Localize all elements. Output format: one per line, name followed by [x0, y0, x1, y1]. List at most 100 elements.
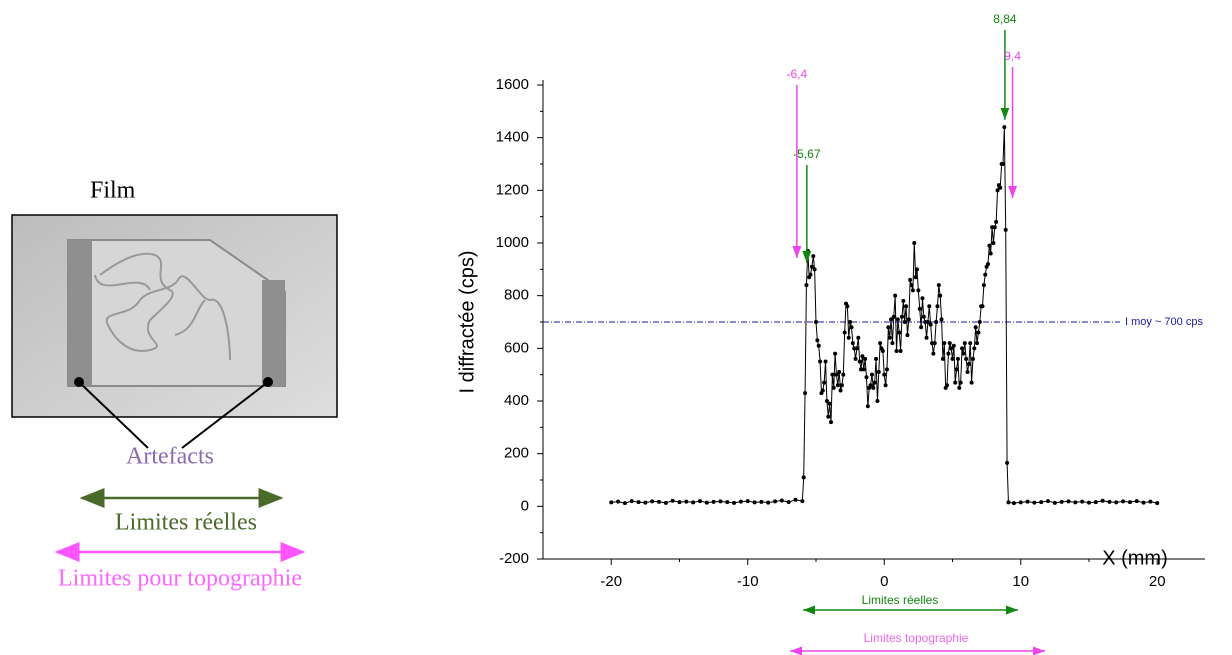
- range-label: Limites topographie: [864, 631, 969, 645]
- data-point: [827, 401, 832, 406]
- data-point: [905, 333, 910, 338]
- data-point: [992, 225, 997, 230]
- data-point: [977, 320, 982, 324]
- data-point: [1093, 500, 1098, 505]
- data-point: [876, 370, 881, 375]
- data-point: [912, 241, 917, 245]
- data-point: [946, 351, 951, 356]
- data-point: [1121, 499, 1126, 504]
- data-point: [966, 362, 971, 367]
- data-point: [980, 304, 985, 309]
- data-point: [1066, 499, 1071, 504]
- data-point: [1002, 125, 1007, 130]
- data-point: [861, 367, 866, 372]
- x-tick-label: 0: [880, 573, 888, 590]
- data-point: [909, 283, 914, 288]
- data-point: [994, 219, 999, 224]
- data-point: [833, 351, 838, 356]
- data-point: [880, 348, 885, 353]
- data-point: [955, 356, 960, 361]
- data-point: [842, 330, 847, 335]
- y-tick-label: 0: [521, 497, 529, 514]
- x-tick-label: 20: [1149, 573, 1166, 590]
- data-point: [779, 498, 784, 503]
- data-point: [804, 283, 809, 288]
- data-point: [995, 188, 1000, 193]
- data-point: [985, 262, 990, 267]
- data-point: [815, 338, 820, 343]
- range-label: Limites réelles: [862, 593, 939, 607]
- data-point: [949, 346, 954, 351]
- data-point: [860, 354, 865, 359]
- data-line: [611, 127, 1158, 504]
- artefact-bar: [68, 240, 92, 386]
- y-tick-label: -200: [499, 550, 529, 567]
- data-point: [924, 335, 929, 340]
- data-point: [846, 335, 851, 340]
- data-point: [650, 499, 655, 504]
- data-point: [964, 356, 969, 361]
- data-point: [818, 359, 823, 364]
- data-point: [820, 388, 825, 393]
- data-point: [663, 500, 668, 505]
- data-point: [951, 343, 956, 348]
- data-point: [953, 380, 958, 385]
- annotation-label: -5,67: [793, 147, 821, 161]
- data-point: [998, 185, 1003, 190]
- data-point: [902, 320, 907, 324]
- data-point: [925, 320, 930, 324]
- data-point: [936, 283, 941, 288]
- data-point: [988, 251, 993, 256]
- data-point: [801, 475, 806, 480]
- film-title: Film: [90, 178, 136, 204]
- data-point: [816, 343, 821, 348]
- data-point: [960, 346, 965, 351]
- data-point: [786, 500, 791, 505]
- data-point: [848, 320, 853, 324]
- data-point: [1080, 499, 1085, 504]
- data-point: [849, 325, 854, 330]
- data-point: [636, 500, 641, 505]
- data-point: [916, 288, 921, 293]
- data-point: [835, 383, 840, 388]
- data-point: [865, 404, 870, 409]
- data-point: [882, 372, 887, 377]
- data-point: [718, 499, 723, 504]
- data-point: [811, 254, 816, 259]
- data-point: [616, 499, 621, 504]
- data-point: [919, 325, 924, 330]
- annotation-label: -6,4: [787, 67, 808, 81]
- data-point: [1148, 499, 1153, 504]
- data-point: [934, 320, 939, 324]
- y-tick-label: 600: [504, 339, 529, 356]
- data-point: [910, 288, 915, 293]
- data-point: [856, 335, 861, 340]
- data-point: [932, 341, 937, 346]
- data-point: [1046, 499, 1051, 504]
- data-point: [813, 320, 818, 324]
- data-point: [1032, 500, 1037, 505]
- reference-label: I moy ~ 700 cps: [1125, 316, 1203, 328]
- data-point: [950, 356, 955, 361]
- data-point: [920, 296, 925, 301]
- data-point: [841, 372, 846, 377]
- data-point: [863, 356, 868, 361]
- data-point: [732, 500, 737, 505]
- y-tick-label: 800: [504, 287, 529, 304]
- data-point: [958, 380, 963, 385]
- data-point: [1141, 500, 1146, 505]
- y-tick-label: 1400: [496, 129, 529, 146]
- data-point: [894, 348, 899, 353]
- data-point: [838, 388, 843, 393]
- data-point: [1134, 499, 1139, 504]
- data-point: [1155, 501, 1160, 506]
- data-point: [812, 267, 817, 272]
- artefact-bar: [262, 280, 285, 386]
- data-point: [677, 500, 682, 505]
- data-point: [831, 385, 836, 390]
- data-point: [991, 241, 996, 245]
- y-tick-label: 1600: [496, 76, 529, 93]
- data-point: [884, 367, 889, 372]
- data-point: [913, 275, 918, 280]
- data-point: [622, 501, 627, 506]
